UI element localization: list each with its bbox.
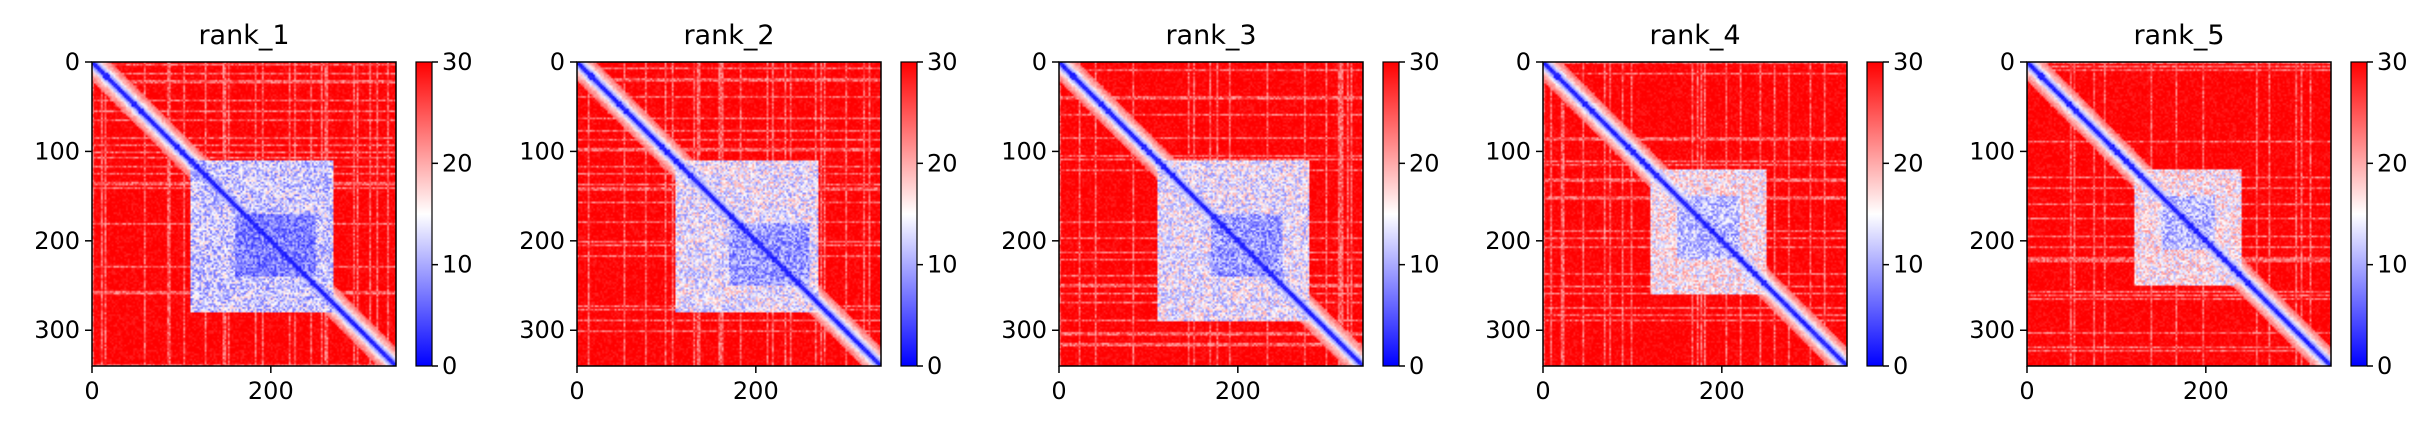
colorbar-tick-label: 10 xyxy=(1893,251,1924,279)
heatmap-panel-4: rank_4 0 200 0 100 200 300 0 10 20 30 xyxy=(1485,20,1923,405)
colorbar-tick-label: 20 xyxy=(442,149,473,177)
colorbar-tick-label: 30 xyxy=(442,48,473,76)
heatmap-image xyxy=(1059,62,1363,366)
y-tick-label: 300 xyxy=(34,316,80,344)
y-tick-label: 0 xyxy=(1516,48,1531,76)
y-tick-label: 0 xyxy=(2000,48,2015,76)
colorbar-tick-label: 20 xyxy=(1893,149,1924,177)
y-tick-label: 300 xyxy=(1485,316,1531,344)
x-tick-label: 200 xyxy=(733,377,779,405)
colorbar-tick-label: 10 xyxy=(1409,251,1440,279)
plot-frame xyxy=(576,61,882,367)
heatmap-image xyxy=(2027,62,2331,366)
y-tick-label: 100 xyxy=(34,137,80,165)
colorbar xyxy=(1382,61,1400,367)
y-tick-label: 0 xyxy=(65,48,80,76)
heatmap-image xyxy=(92,62,396,366)
plot-frame xyxy=(1542,61,1848,367)
y-tick-label: 100 xyxy=(1001,137,1047,165)
colorbar xyxy=(2350,61,2368,367)
x-tick-label: 0 xyxy=(2019,377,2034,405)
x-tick-label: 200 xyxy=(1215,377,1261,405)
colorbar-tick-label: 20 xyxy=(1409,149,1440,177)
colorbar-tick-label: 0 xyxy=(927,352,942,380)
y-tick-label: 300 xyxy=(1001,316,1047,344)
heatmap-panel-5: rank_5 0 200 0 100 200 300 0 10 20 30 xyxy=(1969,20,2407,405)
plot-frame xyxy=(91,61,397,367)
colorbar xyxy=(1866,61,1884,367)
y-tick-label: 200 xyxy=(34,227,80,255)
chart-title: rank_1 xyxy=(198,20,289,51)
heatmap-panel-1: rank_1 0 200 0 100 200 300 0 10 20 30 xyxy=(34,20,472,405)
colorbar-tick-label: 0 xyxy=(1893,352,1908,380)
y-tick-label: 200 xyxy=(1485,227,1531,255)
heatmap-image xyxy=(1543,62,1847,366)
colorbar-tick-label: 10 xyxy=(442,251,473,279)
colorbar xyxy=(900,61,918,367)
x-tick-label: 0 xyxy=(84,377,99,405)
colorbar-tick-label: 10 xyxy=(927,251,958,279)
colorbar-tick-label: 0 xyxy=(2377,352,2392,380)
colorbar-tick-label: 30 xyxy=(2377,48,2408,76)
x-tick-label: 0 xyxy=(1051,377,1066,405)
y-tick-label: 0 xyxy=(1032,48,1047,76)
colorbar-tick-label: 30 xyxy=(1893,48,1924,76)
y-tick-label: 100 xyxy=(1969,137,2015,165)
y-tick-label: 200 xyxy=(519,227,565,255)
x-tick-label: 200 xyxy=(2183,377,2229,405)
x-tick-label: 200 xyxy=(248,377,294,405)
chart-title: rank_5 xyxy=(2133,20,2224,51)
colorbar-tick-label: 0 xyxy=(1409,352,1424,380)
y-tick-label: 300 xyxy=(519,316,565,344)
plot-frame xyxy=(1058,61,1364,367)
x-tick-label: 0 xyxy=(569,377,584,405)
colorbar xyxy=(415,61,433,367)
colorbar-tick-label: 30 xyxy=(1409,48,1440,76)
colorbar-tick-label: 30 xyxy=(927,48,958,76)
colorbar-tick-label: 10 xyxy=(2377,251,2408,279)
chart-title: rank_2 xyxy=(683,20,774,51)
x-tick-label: 200 xyxy=(1699,377,1745,405)
y-tick-label: 300 xyxy=(1969,316,2015,344)
heatmap-panel-2: rank_2 0 200 0 100 200 300 0 10 20 30 xyxy=(519,20,957,405)
colorbar-tick-label: 20 xyxy=(927,149,958,177)
y-tick-label: 200 xyxy=(1001,227,1047,255)
chart-title: rank_4 xyxy=(1649,20,1740,51)
colorbar-tick-label: 20 xyxy=(2377,149,2408,177)
x-tick-label: 0 xyxy=(1535,377,1550,405)
y-tick-label: 0 xyxy=(550,48,565,76)
colorbar-tick-label: 0 xyxy=(442,352,457,380)
y-tick-label: 100 xyxy=(519,137,565,165)
chart-title: rank_3 xyxy=(1165,20,1256,51)
heatmap-panel-3: rank_3 0 200 0 100 200 300 0 10 20 30 xyxy=(1001,20,1439,405)
y-tick-label: 100 xyxy=(1485,137,1531,165)
heatmap-image xyxy=(577,62,881,366)
y-tick-label: 200 xyxy=(1969,227,2015,255)
plot-frame xyxy=(2026,61,2332,367)
